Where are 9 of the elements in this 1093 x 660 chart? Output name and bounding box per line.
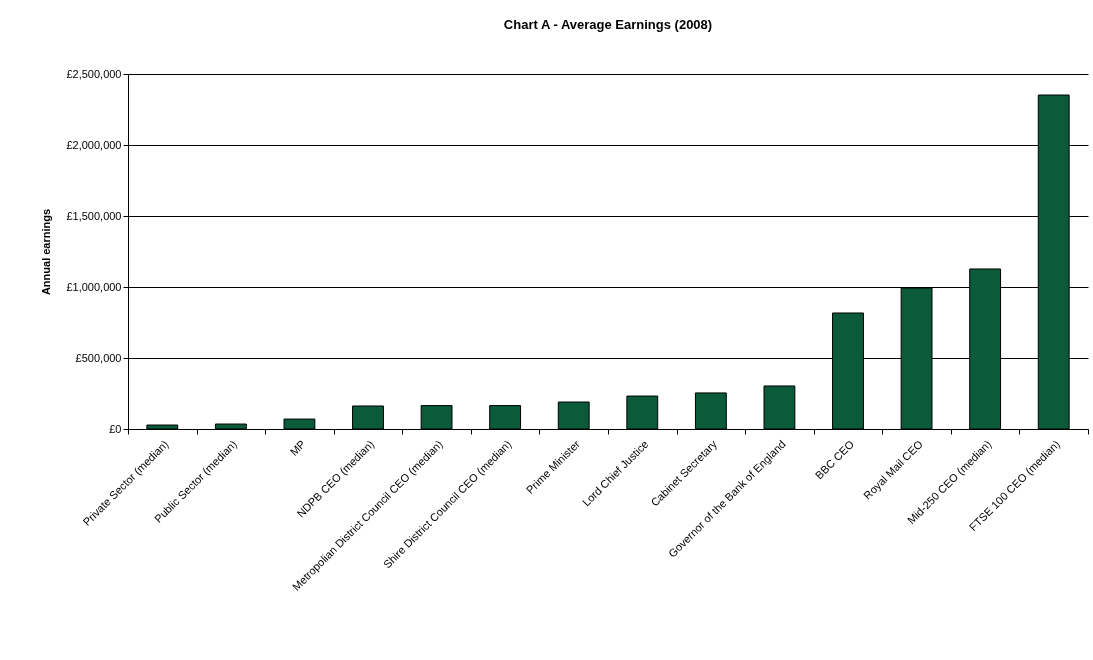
y-axis-title: Annual earnings	[40, 208, 53, 296]
y-tick-label: £2,500,000	[66, 67, 122, 80]
y-tick-label: £2,000,000	[66, 138, 122, 151]
x-tick-label: MP	[287, 437, 308, 458]
y-tick-label: £1,000,000	[66, 280, 122, 293]
y-tick-label: £1,500,000	[66, 209, 122, 222]
y-tick-label: £0	[109, 422, 122, 435]
y-tick-label: £500,000	[75, 351, 122, 364]
chart-title: Chart A - Average Earnings (2008)	[503, 17, 713, 32]
